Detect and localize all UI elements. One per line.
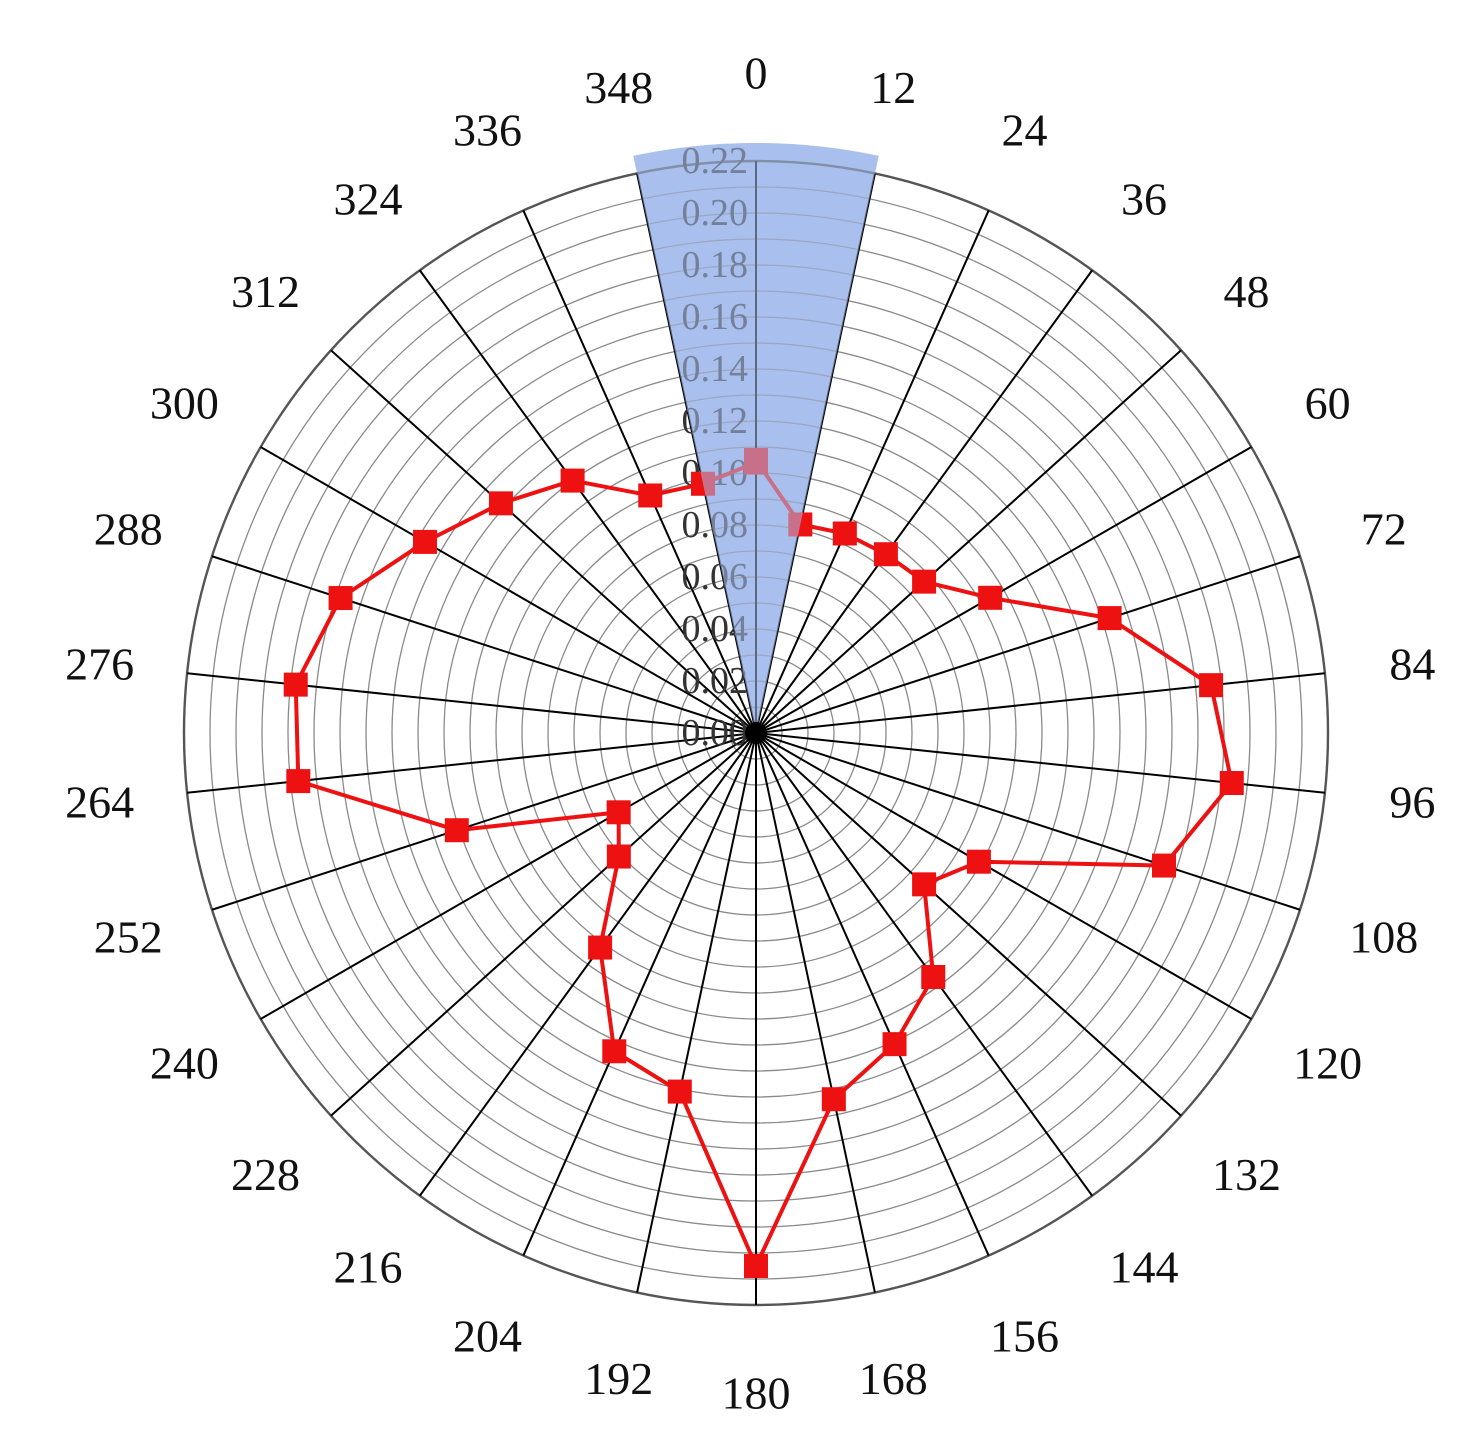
angle-tick-label: 72 [1361,504,1407,555]
angle-tick-label: 156 [990,1310,1059,1361]
angle-tick-label: 48 [1223,266,1269,317]
grid-spoke [211,732,757,911]
data-point-marker [832,521,857,546]
grid-spoke [755,446,1252,734]
data-point-marker [1219,771,1244,796]
data-point-marker [873,542,898,567]
data-point-marker [638,483,663,508]
angle-tick-label: 96 [1389,776,1435,827]
angle-tick-label: 252 [94,911,163,962]
data-point-marker [1199,673,1224,698]
angle-tick-label: 12 [870,62,916,113]
data-point-marker [966,849,991,874]
grid-spoke [522,210,757,734]
data-point-marker [821,1087,846,1112]
data-point-marker [444,818,469,843]
grid-spoke [755,210,990,734]
data-point-marker [606,800,631,825]
highlight-sector-overlay [633,143,879,733]
angle-tick-label: 336 [453,105,522,156]
angle-tick-labels: 0 12 24 36 48 60 72 84 96 108 120 132 144 156 168 180 19… [65,48,1435,1419]
highlight-overlay-layer [633,143,879,744]
grid-spoke [755,732,1301,911]
grid-spoke [260,732,757,1020]
angle-tick-label: 144 [1109,1241,1178,1292]
data-point-marker [286,769,311,794]
grid-spoke [418,269,757,734]
grid-spoke [755,555,1301,734]
grid-spoke [755,732,1094,1197]
angle-tick-label: 168 [859,1353,928,1404]
grid-spoke [330,732,757,1117]
angle-tick-label: 84 [1389,639,1435,690]
angle-tick-label: 288 [94,504,163,555]
grid-spoke [755,732,876,1293]
grid-spoke [755,732,990,1256]
grid-spoke [522,732,757,1256]
angle-tick-label: 240 [150,1038,219,1089]
data-series-layer [283,448,1244,1278]
grid-spoke [755,732,1182,1117]
center-hub [745,722,767,744]
data-point-marker [882,1032,907,1057]
angle-tick-label: 264 [65,776,134,827]
angle-tick-label: 276 [65,639,134,690]
data-point-marker [602,1039,627,1064]
data-point-marker [328,586,353,611]
angle-tick-label: 120 [1293,1038,1362,1089]
data-point-marker [413,529,438,554]
radial-tick-label: 0.02 [682,660,749,702]
angle-tick-label: 312 [231,266,300,317]
data-point-marker [744,1254,768,1278]
angle-tick-label: 192 [584,1353,653,1404]
angle-tick-label: 132 [1212,1149,1281,1200]
angle-tick-label: 36 [1121,174,1167,225]
angle-tick-label: 24 [1001,105,1047,156]
data-point-marker [667,1079,692,1104]
angle-tick-label: 216 [334,1241,403,1292]
angle-tick-label: 108 [1349,911,1418,962]
grid-spoke [187,672,757,734]
angle-tick-label: 180 [722,1368,791,1419]
data-point-marker [978,585,1003,610]
angle-tick-label: 204 [453,1310,522,1361]
angle-tick-label: 300 [150,378,219,429]
grid-spoke [418,732,757,1197]
data-point-marker [912,872,937,897]
data-point-marker [606,844,631,869]
radial-tick-label: 0.00 [682,712,749,754]
angle-tick-label: 324 [334,174,403,225]
angle-tick-label: 228 [231,1149,300,1200]
data-point-marker [560,468,585,493]
grid-spoke [755,672,1325,734]
grid-spoke [755,269,1094,734]
data-point-marker [921,964,946,989]
grid-spoke [260,446,757,734]
grid-spoke [330,349,757,734]
grid-spoke [187,732,757,794]
data-point-marker [488,491,513,516]
data-point-marker [1097,606,1122,631]
data-point-marker [1152,853,1177,878]
grid-spoke [755,732,1252,1020]
angle-tick-label: 0 [745,48,768,99]
data-point-marker [912,569,937,594]
grid-spoke [211,555,757,734]
grid-spoke [755,349,1182,734]
angle-tick-label: 348 [584,62,653,113]
data-point-marker [588,935,613,960]
angle-tick-label: 60 [1305,378,1351,429]
grid-spoke [636,732,757,1293]
series-line [293,458,1234,1268]
data-point-marker [283,672,308,697]
